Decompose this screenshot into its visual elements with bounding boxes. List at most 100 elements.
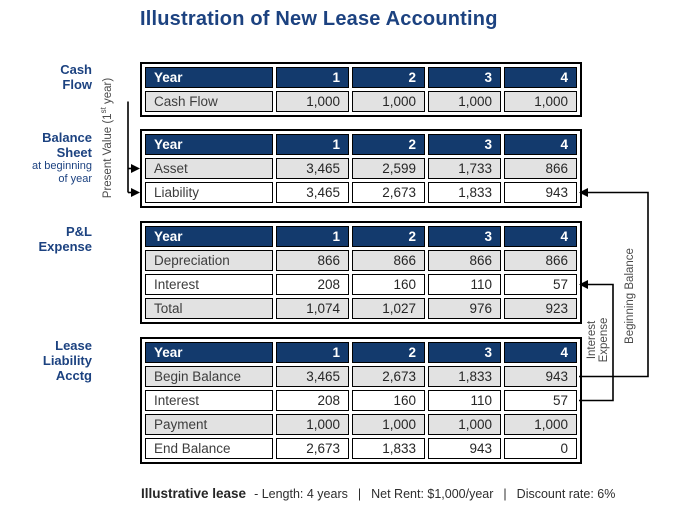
- value-cell: 160: [352, 274, 425, 295]
- lease-liability-acctg-table: Year 1 2 3 4 Begin Balance 3,465 2,673 1,833 943 I…: [140, 337, 582, 464]
- section-label-line: Lease: [55, 338, 92, 353]
- section-label-pl-expense: P&L Expense: [39, 224, 92, 254]
- value-cell: 57: [504, 390, 577, 411]
- row-label-cell: Interest: [145, 390, 273, 411]
- year-column-header: 2: [352, 134, 425, 155]
- table-header-row: Year 1 2 3 4: [145, 226, 577, 247]
- year-column-header: 4: [504, 342, 577, 363]
- present-value-text-end: year): [101, 77, 114, 108]
- value-cell: 943: [504, 366, 577, 387]
- arrowhead-to-liability-row: [131, 188, 140, 197]
- value-cell: 160: [352, 390, 425, 411]
- footer-note: Illustrative lease - Length: 4 years | Net …: [141, 486, 617, 501]
- year-column-header: 2: [352, 67, 425, 88]
- value-cell: 2,673: [352, 366, 425, 387]
- row-label-cell: Cash Flow: [145, 91, 273, 112]
- table-row: Total 1,074 1,027 976 923: [145, 298, 577, 319]
- balance-sheet-table: Year 1 2 3 4 Asset 3,465 2,599 1,733 866 Liability…: [140, 129, 582, 208]
- value-cell: 1,000: [276, 414, 349, 435]
- value-cell: 1,000: [352, 414, 425, 435]
- value-cell: 866: [352, 250, 425, 271]
- row-label-cell: Begin Balance: [145, 366, 273, 387]
- value-cell: 1,833: [428, 366, 501, 387]
- value-cell: 3,465: [276, 182, 349, 203]
- value-cell: 1,000: [504, 414, 577, 435]
- value-cell: 57: [504, 274, 577, 295]
- interest-expense-line2: Expense: [598, 317, 610, 363]
- value-cell: 1,000: [428, 91, 501, 112]
- value-cell: 1,000: [428, 414, 501, 435]
- table-row: Depreciation 866 866 866 866: [145, 250, 577, 271]
- value-cell: 1,027: [352, 298, 425, 319]
- section-label-line: Cash: [60, 62, 92, 77]
- value-cell: 208: [276, 390, 349, 411]
- arrowhead-to-asset-row: [131, 164, 140, 173]
- value-cell: 866: [428, 250, 501, 271]
- section-label-line: Acctg: [55, 368, 92, 383]
- cash-flow-table: Year 1 2 3 4 Cash Flow 1,000 1,000 1,000 1,000: [140, 62, 582, 117]
- table-row: Asset 3,465 2,599 1,733 866: [145, 158, 577, 179]
- pl-expense-table: Year 1 2 3 4 Depreciation 866 866 866 866 Interest…: [140, 221, 582, 324]
- year-header-cell: Year: [145, 67, 273, 88]
- year-header-cell: Year: [145, 342, 273, 363]
- value-cell: 1,074: [276, 298, 349, 319]
- year-column-header: 1: [276, 342, 349, 363]
- year-column-header: 3: [428, 134, 501, 155]
- value-cell: 2,673: [352, 182, 425, 203]
- present-value-label: Present Value (1st year): [98, 78, 114, 198]
- value-cell: 943: [504, 182, 577, 203]
- section-sublabel-line: at beginning: [32, 160, 92, 172]
- year-column-header: 4: [504, 134, 577, 155]
- row-label-cell: Total: [145, 298, 273, 319]
- value-cell: 1,733: [428, 158, 501, 179]
- footer-title: Illustrative lease: [141, 486, 247, 501]
- value-cell: 866: [504, 250, 577, 271]
- value-cell: 2,673: [276, 438, 349, 459]
- table-row: Interest 208 160 110 57: [145, 274, 577, 295]
- year-column-header: 1: [276, 134, 349, 155]
- value-cell: 208: [276, 274, 349, 295]
- row-label-cell: Interest: [145, 274, 273, 295]
- table-header-row: Year 1 2 3 4: [145, 134, 577, 155]
- table-header-row: Year 1 2 3 4: [145, 67, 577, 88]
- present-value-connector: [127, 101, 132, 194]
- year-column-header: 2: [352, 226, 425, 247]
- present-value-superscript: st: [99, 107, 109, 114]
- value-cell: 1,833: [352, 438, 425, 459]
- beginning-balance-label: Beginning Balance: [624, 248, 636, 344]
- value-cell: 1,000: [352, 91, 425, 112]
- interest-expense-line1: Interest: [586, 320, 598, 360]
- table-row: Payment 1,000 1,000 1,000 1,000: [145, 414, 577, 435]
- value-cell: 1,000: [276, 91, 349, 112]
- section-sublabel-line: of year: [58, 173, 92, 185]
- section-label-line: P&L: [66, 224, 92, 239]
- value-cell: 0: [504, 438, 577, 459]
- value-cell: 3,465: [276, 158, 349, 179]
- year-column-header: 3: [428, 342, 501, 363]
- section-label-line: Liability: [42, 353, 92, 368]
- value-cell: 943: [428, 438, 501, 459]
- value-cell: 3,465: [276, 366, 349, 387]
- row-label-cell: Payment: [145, 414, 273, 435]
- row-label-cell: Depreciation: [145, 250, 273, 271]
- value-cell: 976: [428, 298, 501, 319]
- section-label-lease-liability: Lease Liability Acctg: [43, 338, 92, 383]
- section-label-line: Expense: [38, 239, 92, 254]
- year-column-header: 4: [504, 226, 577, 247]
- table-row: Liability 3,465 2,673 1,833 943: [145, 182, 577, 203]
- footer-net-rent: Net Rent: $1,000/year: [371, 487, 494, 501]
- value-cell: 2,599: [352, 158, 425, 179]
- year-column-header: 3: [428, 226, 501, 247]
- value-cell: 1,000: [504, 91, 577, 112]
- year-column-header: 2: [352, 342, 425, 363]
- year-column-header: 1: [276, 67, 349, 88]
- value-cell: 866: [504, 158, 577, 179]
- row-label-cell: Liability: [145, 182, 273, 203]
- year-column-header: 1: [276, 226, 349, 247]
- value-cell: 110: [428, 274, 501, 295]
- value-cell: 866: [276, 250, 349, 271]
- page-title: Illustration of New Lease Accounting: [140, 8, 498, 30]
- year-header-cell: Year: [145, 226, 273, 247]
- present-value-text: Present Value (1: [101, 113, 114, 199]
